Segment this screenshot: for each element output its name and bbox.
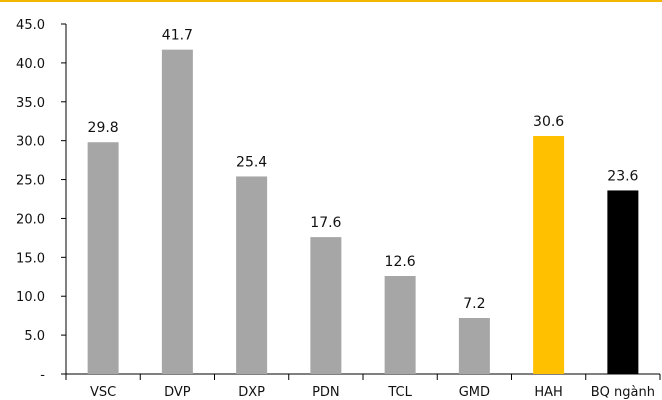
y-axis-tick-label: 45.0 <box>16 18 45 33</box>
y-axis-tick-label: 25.0 <box>16 174 45 189</box>
x-axis-category-label: DXP <box>238 385 265 400</box>
data-label: 25.4 <box>236 154 267 170</box>
data-label: 29.8 <box>88 120 119 136</box>
data-label: 30.6 <box>533 114 564 130</box>
data-label: 41.7 <box>162 28 193 44</box>
y-axis-tick-label: 5.0 <box>24 329 45 344</box>
data-label: 17.6 <box>310 215 341 231</box>
y-axis-tick-label: 35.0 <box>16 96 45 111</box>
x-axis-category-label: HAH <box>534 385 562 400</box>
x-axis-category-label: GMD <box>459 385 490 400</box>
x-axis-category-label: TCL <box>387 385 412 400</box>
y-axis-tick-label: 10.0 <box>16 290 45 305</box>
bar-vsc <box>87 142 119 374</box>
data-label: 7.2 <box>463 296 485 312</box>
bar-dvp <box>161 49 193 375</box>
bar-gmd <box>458 318 490 374</box>
bar-bq-ngành <box>607 190 639 374</box>
y-axis-tick-label: 20.0 <box>16 212 45 227</box>
y-axis-tick-label: 40.0 <box>16 57 45 72</box>
x-axis-category-label: VSC <box>90 385 116 400</box>
y-axis-tick-label: 15.0 <box>16 251 45 266</box>
y-axis-tick-label: 30.0 <box>16 135 45 150</box>
bar-dxp <box>236 176 268 374</box>
data-label: 12.6 <box>385 254 416 270</box>
y-axis-tick-label: - <box>40 368 45 383</box>
bar-pdn <box>310 237 342 374</box>
x-axis-category-label: DVP <box>164 385 191 400</box>
x-axis-category-label: BQ ngành <box>591 385 655 400</box>
x-axis-category-label: PDN <box>312 385 340 400</box>
data-label: 23.6 <box>607 168 638 184</box>
bar-hah <box>533 136 565 374</box>
bar-tcl <box>384 276 416 374</box>
